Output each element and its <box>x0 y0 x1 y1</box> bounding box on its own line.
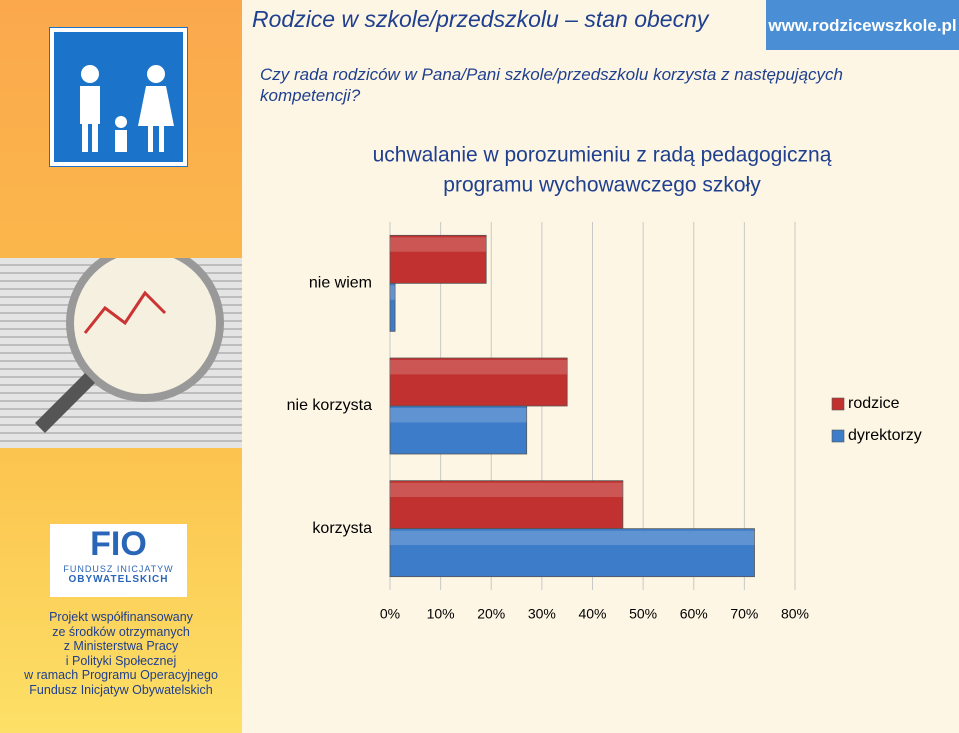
slide-title: Rodzice w szkole/przedszkolu – stan obec… <box>252 6 709 32</box>
x-tick-label: 70% <box>730 606 758 622</box>
bar-shine <box>390 360 568 375</box>
sponsor-line: z Ministerstwa Pracy <box>63 639 179 654</box>
question: Czy rada rodziców w Pana/Pani szkole/prz… <box>260 65 843 105</box>
sponsor-line: ze środków otrzymanych <box>52 624 190 639</box>
bar-shine <box>390 285 396 300</box>
logo-text: OBYWATELSKICH <box>68 574 169 585</box>
fio-logo: FIO FUNDUSZ INICJATYW OBYWATELSKICH <box>50 524 187 597</box>
x-tick-label: 60% <box>680 606 708 622</box>
logo-text: FUNDUSZ INICJATYW <box>63 564 174 574</box>
bar <box>389 480 624 530</box>
y-tick-label: nie korzysta <box>287 397 372 414</box>
family-icon <box>49 27 188 167</box>
icon-art <box>80 65 174 152</box>
bar <box>389 528 755 578</box>
legend-label: rodzice <box>848 395 900 412</box>
site-url: www.rodzicewszkole.pl <box>766 0 959 50</box>
bar <box>389 405 528 455</box>
bar <box>389 234 487 284</box>
x-tick-label: 10% <box>427 606 455 622</box>
bar-shine <box>390 530 755 546</box>
logo-text: FIO <box>90 525 147 563</box>
bar-shine <box>390 237 487 252</box>
sponsor-line: w ramach Programu Operacyjnego <box>24 668 218 683</box>
x-tick-label: 50% <box>629 606 657 622</box>
chart-title: uchwalanie w porozumieniu z radą pedagog… <box>373 144 832 167</box>
bar-shine <box>390 408 527 423</box>
bar <box>389 282 396 332</box>
x-tick-label: 30% <box>528 606 556 622</box>
sponsor-line: Fundusz Inicjatyw Obywatelskich <box>29 682 213 697</box>
bar-shine <box>390 482 623 498</box>
newspaper-image <box>0 244 242 448</box>
legend-swatch <box>831 397 845 411</box>
sponsor-note: Projekt współfinansowany ze środków otrzy… <box>0 610 242 698</box>
y-tick-label: korzysta <box>312 520 372 537</box>
bar <box>389 357 568 407</box>
x-tick-label: 80% <box>781 606 809 622</box>
legend-swatch <box>831 429 845 443</box>
sponsor-line: Projekt współfinansowany <box>49 610 193 624</box>
x-tick-label: 0% <box>380 606 400 622</box>
chart-title: programu wychowawczego szkoły <box>443 174 761 197</box>
x-tick-label: 40% <box>578 606 606 622</box>
legend-label: dyrektorzy <box>848 427 922 444</box>
sponsor-line: i Polityki Społecznej <box>65 653 177 668</box>
x-tick-label: 20% <box>477 606 505 622</box>
y-tick-label: nie wiem <box>309 275 372 292</box>
